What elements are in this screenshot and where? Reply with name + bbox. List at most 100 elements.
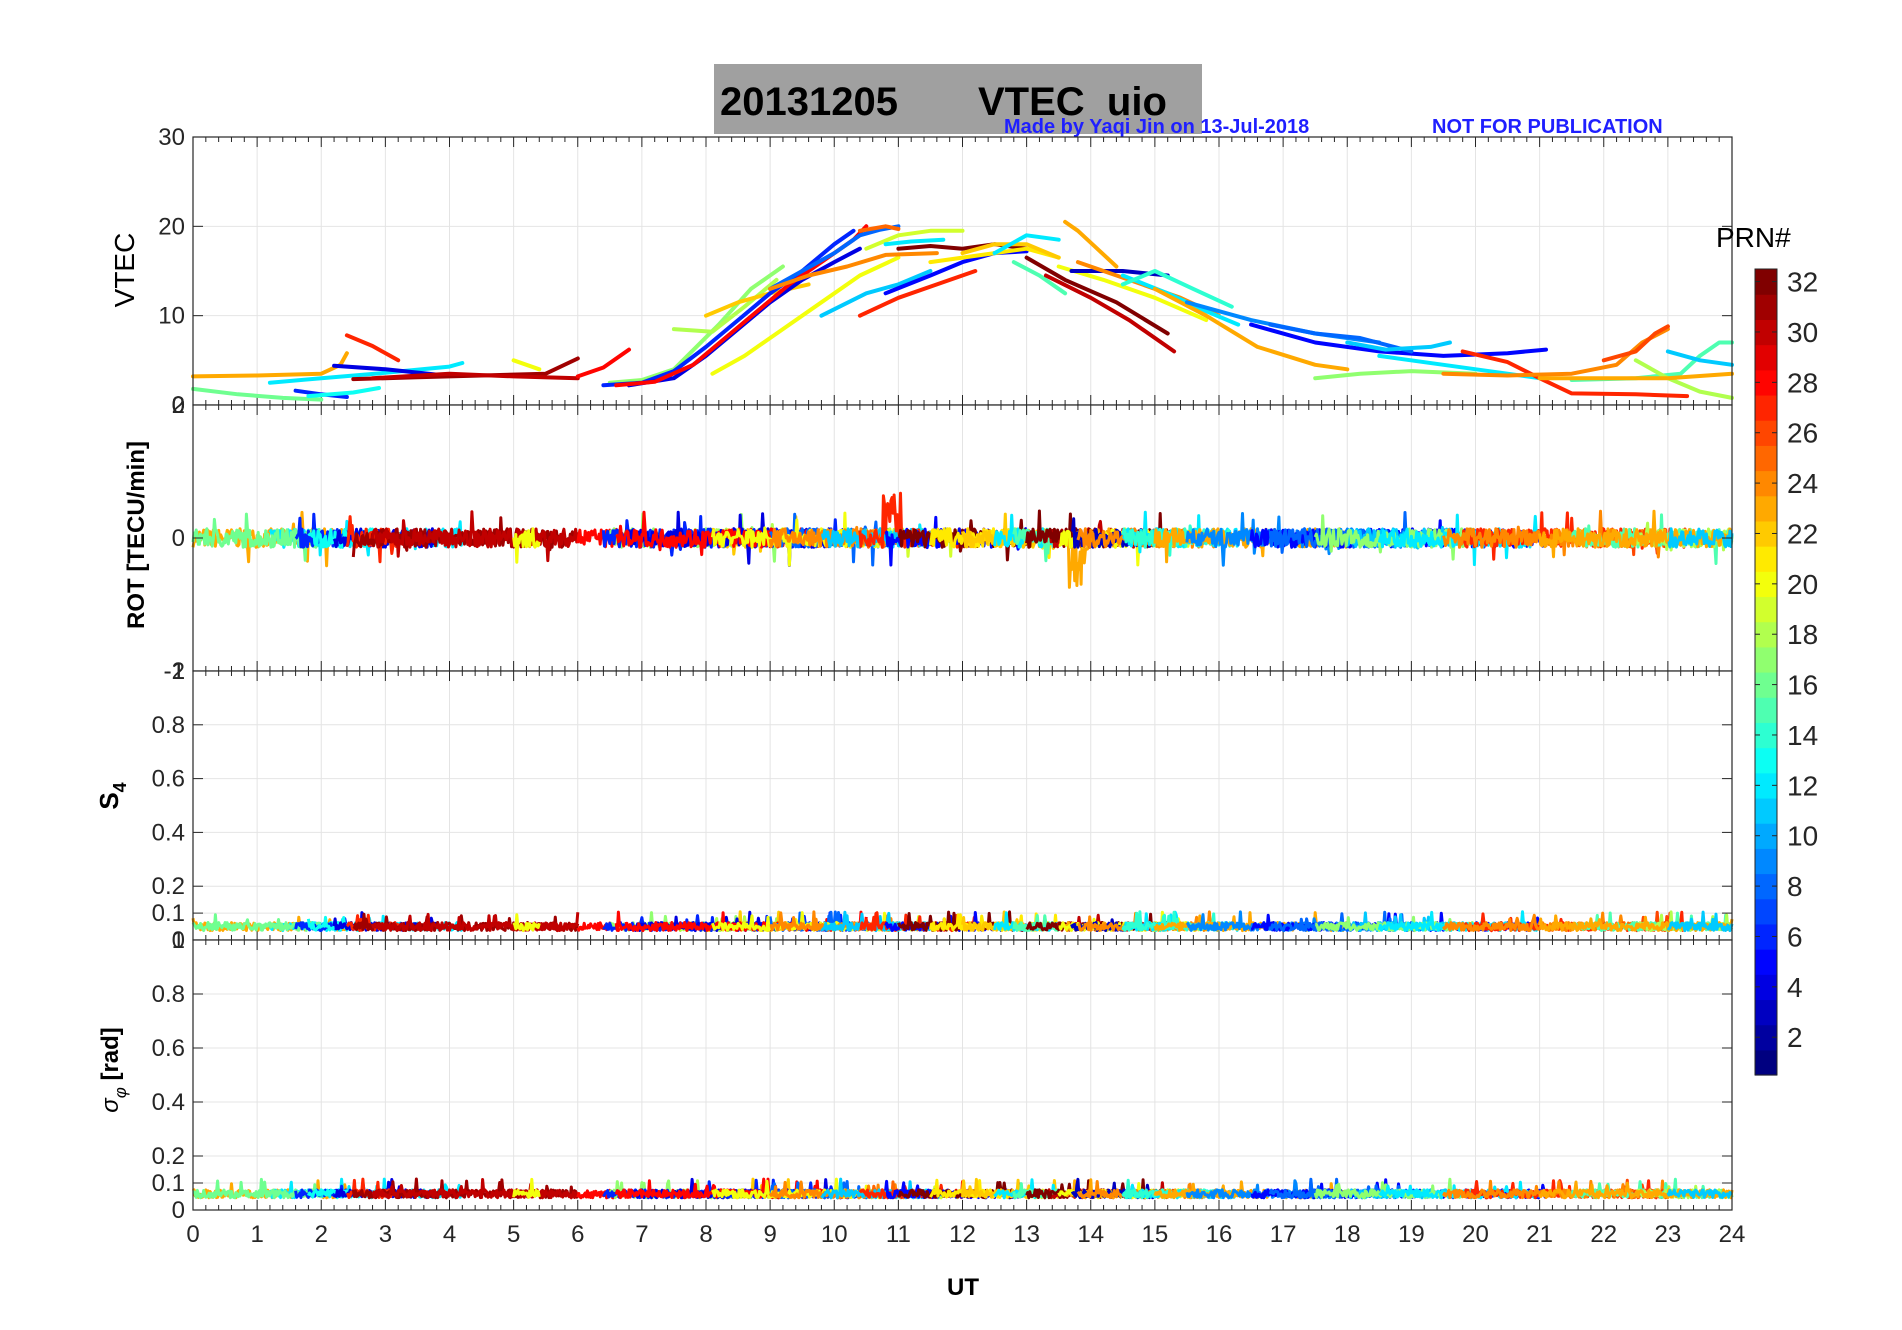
rot-ytick-label: 2	[172, 392, 185, 419]
vtec-ylabel: VTEC	[109, 233, 140, 308]
x-tick-label: 12	[949, 1221, 976, 1248]
colorbar-swatch-3	[1755, 999, 1777, 1026]
colorbar-swatch-32	[1755, 269, 1777, 295]
x-tick-label: 0	[186, 1221, 199, 1248]
vtec-series-prn-14	[1120, 269, 1234, 309]
sigma-ytick-label: 0	[172, 1197, 185, 1224]
sigma-ytick-label: 0.8	[152, 981, 185, 1008]
colorbar-swatch-18	[1755, 621, 1777, 648]
vtec-series-prn-20	[710, 255, 901, 376]
colorbar-tick-label: 4	[1787, 972, 1803, 1003]
x-tick-label: 1	[250, 1221, 263, 1248]
x-tick-label: 11	[886, 1221, 911, 1248]
x-tick-label: 8	[699, 1221, 712, 1248]
colorbar-swatch-4	[1755, 974, 1777, 1001]
x-tick-label: 23	[1655, 1221, 1682, 1248]
colorbar-swatch-26	[1755, 420, 1777, 446]
colorbar-swatch-6	[1755, 923, 1777, 950]
vtec-series-prn-23	[1063, 219, 1119, 269]
s4-ytick-label: 0.4	[152, 819, 185, 846]
vtec-series-prn-6	[601, 228, 856, 388]
colorbar-tick-label: 26	[1787, 418, 1818, 449]
vtec-ytick-label: 10	[158, 303, 185, 330]
colorbar-tick-label: 28	[1787, 367, 1818, 398]
colorbar-tick-label: 16	[1787, 670, 1818, 701]
sigma-ylabel-unit: [rad]	[97, 1027, 124, 1087]
colorbar-swatch-13	[1755, 747, 1777, 774]
colorbar-swatch-1	[1755, 1049, 1777, 1076]
colorbar-swatch-5	[1755, 949, 1777, 975]
rot-overlap-label: 0	[172, 392, 185, 419]
colorbar-swatch-28	[1755, 369, 1777, 396]
vtec-series-prn-32	[1024, 255, 1170, 336]
sigma-ylabel-main: σ	[97, 1097, 124, 1113]
vtec-series-prn-27	[344, 333, 401, 363]
vtec-ytick-label: 0	[172, 392, 185, 419]
sigma-ylabel: σφ [rad]	[97, 1027, 130, 1113]
s4-ytick-label: 0.2	[152, 873, 185, 900]
vtec-series-prn-11	[819, 269, 933, 318]
vtec-series-prn-25	[857, 224, 901, 233]
rot-data	[191, 491, 1734, 589]
vtec-series-prn-23	[1152, 286, 1350, 372]
x-tick-label: 2	[315, 1221, 328, 1248]
s4-ytick-label: 0.8	[152, 712, 185, 739]
colorbar-swatch-14	[1755, 722, 1777, 749]
vtec-series-prn-23	[191, 351, 349, 379]
rot-series-prn-11	[1667, 527, 1734, 549]
vtec-panel: 0 10 20 30	[158, 124, 1734, 419]
rot-ytick-label: 0	[172, 525, 185, 552]
x-tick-label: 20	[1462, 1221, 1489, 1248]
s4-ylabel: S4	[94, 782, 130, 809]
rot-series-prn-20	[512, 527, 541, 564]
vtec-ytick-label: 30	[158, 124, 185, 151]
x-tick-label: 3	[379, 1221, 392, 1248]
x-tick-label: 6	[571, 1221, 584, 1248]
vtec-series-prn-27	[1460, 349, 1690, 399]
colorbar-swatch-21	[1755, 546, 1777, 572]
vtec-series-prn-20	[1056, 264, 1209, 323]
x-tick-label: 19	[1398, 1221, 1425, 1248]
vtec-series-prn-11	[1345, 340, 1452, 352]
vtec-series-prn-17	[607, 264, 785, 385]
colorbar-tick-label: 6	[1787, 921, 1803, 952]
sigma-series-prn-20	[512, 1177, 541, 1199]
x-axis-label: UT	[947, 1274, 979, 1301]
x-tick-label: 17	[1270, 1221, 1297, 1248]
panels: 0102030-202-1000.10.20.40.60.8100.10.20.…	[152, 124, 1746, 1248]
sigma-frame	[192, 939, 1733, 1211]
colorbar-swatch-16	[1755, 672, 1777, 698]
vtec-ytick-label: 20	[158, 213, 185, 240]
vtec-series-prn-30	[1043, 273, 1177, 354]
colorbar-swatch-8	[1755, 873, 1777, 900]
title-date: 20131205	[720, 80, 898, 124]
x-tick-label: 24	[1719, 1221, 1746, 1248]
colorbar-tick-label: 10	[1787, 821, 1818, 852]
x-tick-label: 5	[507, 1221, 520, 1248]
vtec-series-prn-4	[332, 363, 439, 377]
vtec-series-prn-5	[1249, 322, 1548, 358]
s4-ylabel-sub: 4	[110, 782, 130, 792]
s4-series-prn-20	[512, 913, 541, 933]
x-tick-label: 14	[1077, 1221, 1104, 1248]
sigma-series-prn-23	[1538, 1180, 1734, 1200]
vtec-series-prn-11	[1665, 349, 1734, 367]
s4-ytick-label: 0	[172, 927, 185, 954]
sigma-data	[191, 1177, 1734, 1200]
colorbar-tick-label: 2	[1787, 1022, 1803, 1053]
rot-ytick-label: -2	[164, 658, 185, 685]
s4-ytick-label: 1	[172, 658, 185, 685]
sigma-ytick-label: 0.6	[152, 1035, 185, 1062]
vtec-series-prn-18	[671, 277, 779, 334]
colorbar-swatch-10	[1755, 823, 1777, 849]
sigma-panel: 00.10.20.40.60.81	[152, 927, 1734, 1224]
x-tick-label: 9	[763, 1221, 776, 1248]
x-tick-label: 7	[635, 1221, 648, 1248]
vtec-series-prn-23	[1537, 371, 1734, 381]
colorbar-tick-label: 12	[1787, 770, 1818, 801]
s4-series-prn-30	[371, 912, 580, 933]
vtec-series-prn-26	[1601, 324, 1670, 363]
s4-series-prn-11	[1666, 910, 1734, 933]
vtec-series-prn-30	[370, 371, 580, 381]
